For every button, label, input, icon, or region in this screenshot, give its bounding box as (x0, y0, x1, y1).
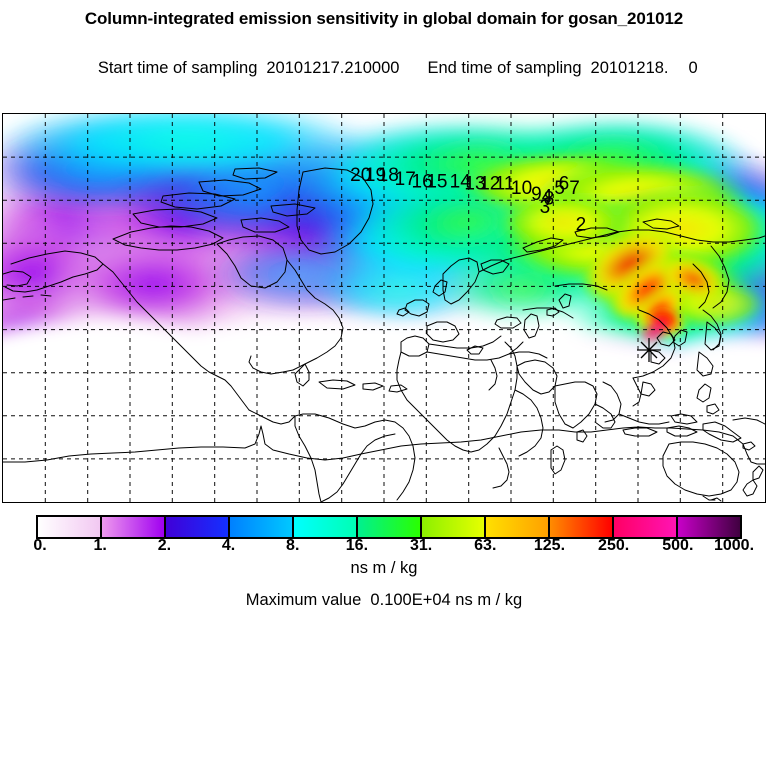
trajectory-label-3: 3 (540, 197, 551, 218)
colorbar-tick-11: 1000. (713, 537, 755, 554)
colorbar-segment-1 (102, 517, 166, 537)
trajectory-label-10: 10 (511, 178, 532, 199)
colorbar-segment-9 (614, 517, 678, 537)
trajectory-label-7: 7 (569, 178, 580, 199)
release-site-marker (637, 338, 661, 362)
colorbar-container (0, 512, 768, 542)
colorbar-tick-4: 8. (286, 537, 300, 554)
colorbar-segment-4 (294, 517, 358, 537)
colorbar-segment-3 (230, 517, 294, 537)
trajectory-label-8: 8 (544, 189, 555, 210)
end-time-value-extra: 0 (688, 59, 698, 77)
trajectory-label-19: 19 (365, 165, 386, 186)
graticule (3, 114, 765, 502)
colorbar-tick-3: 4. (221, 537, 236, 554)
colorbar-tick-8: 125. (533, 537, 566, 554)
trajectory-label-18: 18 (378, 165, 399, 186)
trajectory-label-9: 9 (531, 184, 542, 205)
colorbar-segment-2 (166, 517, 230, 537)
colorbar-tick-9: 250. (598, 537, 630, 554)
colorbar-tick-10: 500. (662, 537, 694, 554)
trajectory-label-6: 6 (559, 173, 570, 194)
colorbar-segment-7 (486, 517, 550, 537)
trajectory-label-5: 5 (554, 178, 565, 199)
trajectory-label-12: 12 (479, 173, 500, 194)
map-panel: 20 19 18 17 16 15 14 13 12 11 10 9 8 7 6 5 4 3 2 (2, 113, 766, 503)
trajectory-label-4: 4 (542, 186, 553, 207)
end-time-value: 20101218. (590, 59, 669, 77)
sampling-time-line: Start time of sampling 20101217.210000 End… (0, 31, 768, 106)
colorbar-tick-labels: 0. 1. 2. 4. 8. 16. 31. 63. 125. 250. 500. 1000. (0, 536, 768, 556)
trajectory-label-13: 13 (464, 173, 485, 194)
colorbar-tick-6: 31. (409, 537, 433, 554)
end-time-label: End time of sampling (427, 59, 582, 77)
colorbar-segment-8 (550, 517, 614, 537)
coastlines (3, 167, 765, 502)
colorbar-segment-5 (358, 517, 422, 537)
colorbar-tick-7: 63. (474, 537, 497, 554)
colorbar-segment-0 (38, 517, 102, 537)
colorbar (36, 515, 742, 539)
start-time-label: Start time of sampling (97, 59, 258, 77)
colorbar-unit-label: ns m / kg (350, 559, 418, 577)
page-title: Column-integrated emission sensitivity i… (84, 9, 684, 28)
trajectory-label-11: 11 (495, 173, 515, 194)
trajectory-label-14: 14 (450, 171, 472, 192)
colorbar-segment-10 (678, 517, 740, 537)
maximum-value-label: Maximum value 0.100E+04 ns m / kg (245, 591, 523, 609)
colorbar-tick-2: 2. (157, 537, 172, 554)
colorbar-tick-5: 16. (345, 537, 369, 554)
colorbar-tick-0: 0. (33, 537, 47, 554)
start-time-value: 20101217.210000 (266, 59, 400, 77)
trajectory-label-17: 17 (395, 169, 416, 190)
trajectory-label-16: 16 (412, 171, 433, 192)
trajectory-label-20: 20 (350, 165, 371, 186)
colorbar-tick-1: 1. (93, 537, 107, 554)
colorbar-segment-6 (422, 517, 486, 537)
trajectory-label-2: 2 (576, 214, 587, 235)
trajectory-label-15: 15 (426, 171, 447, 192)
